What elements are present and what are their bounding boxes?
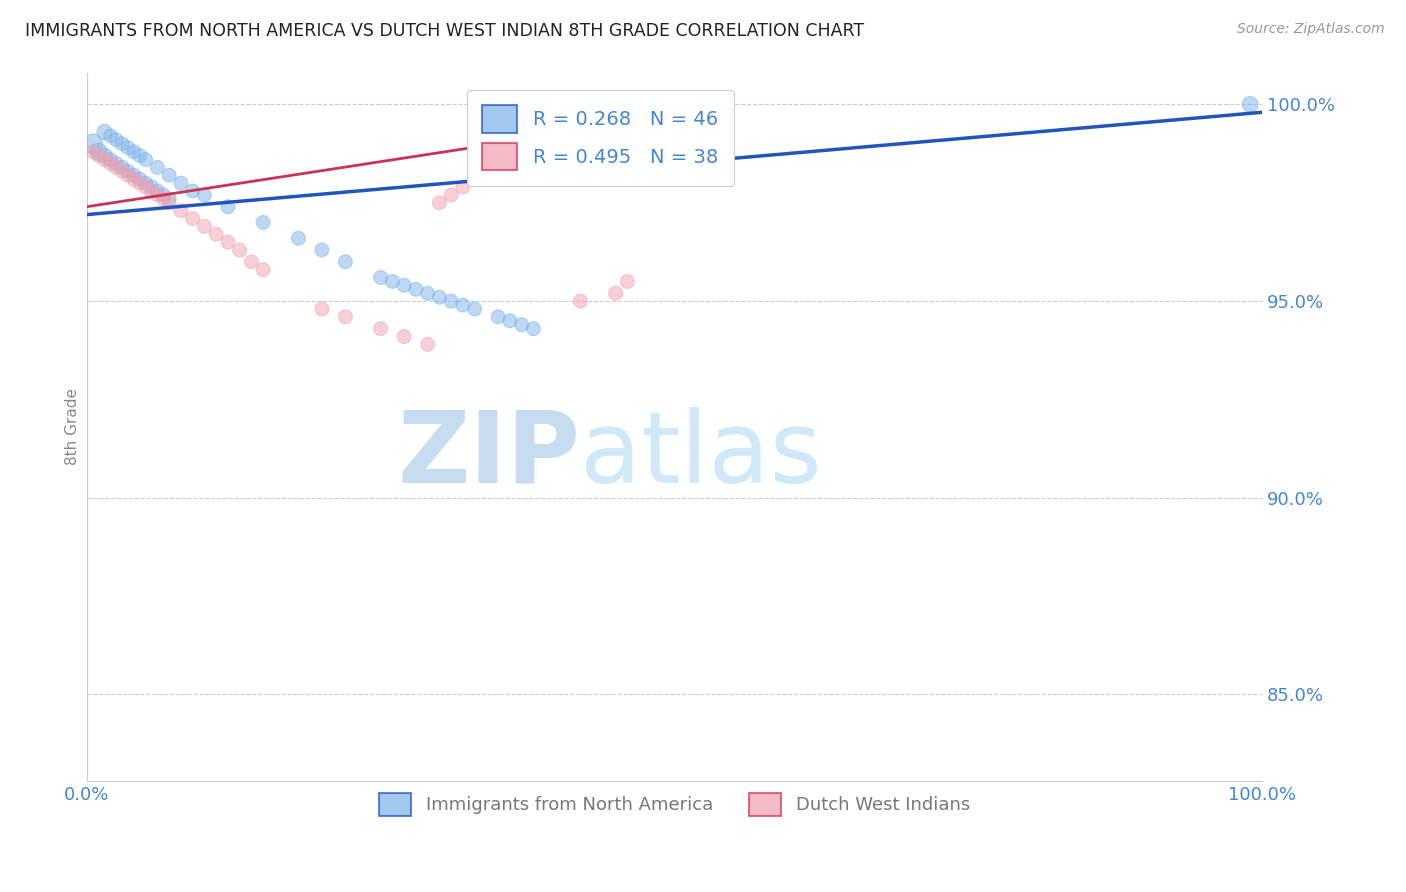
Point — [128, 148, 150, 162]
Point — [135, 180, 157, 194]
Text: ZIP: ZIP — [398, 407, 581, 504]
Point — [105, 133, 128, 147]
Point — [217, 235, 239, 249]
Point — [111, 164, 134, 178]
Point — [464, 301, 486, 316]
Point — [405, 282, 427, 296]
Point — [128, 172, 150, 186]
Point — [146, 188, 169, 202]
Point — [152, 192, 174, 206]
Point — [135, 176, 157, 190]
Point — [499, 164, 522, 178]
Point — [499, 314, 522, 328]
Point — [100, 156, 122, 170]
Point — [486, 168, 509, 182]
Point — [370, 321, 392, 335]
Point — [311, 243, 333, 257]
Point — [146, 184, 169, 198]
Legend: Immigrants from North America, Dutch West Indians: Immigrants from North America, Dutch Wes… — [370, 784, 979, 825]
Point — [193, 219, 215, 234]
Point — [392, 278, 415, 293]
Point — [464, 172, 486, 186]
Text: Source: ZipAtlas.com: Source: ZipAtlas.com — [1237, 22, 1385, 37]
Point — [440, 188, 463, 202]
Point — [122, 172, 145, 186]
Point — [616, 275, 638, 289]
Point — [605, 286, 627, 301]
Point — [111, 136, 134, 151]
Point — [157, 195, 180, 210]
Point — [146, 161, 169, 175]
Point — [181, 211, 204, 226]
Point — [141, 184, 163, 198]
Point — [522, 161, 544, 175]
Point — [117, 164, 139, 178]
Y-axis label: 8th Grade: 8th Grade — [65, 389, 80, 466]
Point — [522, 321, 544, 335]
Point — [170, 176, 193, 190]
Point — [181, 184, 204, 198]
Point — [82, 145, 104, 159]
Point — [451, 180, 474, 194]
Point — [141, 180, 163, 194]
Point — [569, 294, 592, 309]
Point — [311, 301, 333, 316]
Point — [93, 153, 115, 167]
Point — [440, 294, 463, 309]
Point — [100, 153, 122, 167]
Point — [370, 270, 392, 285]
Point — [117, 141, 139, 155]
Point — [217, 200, 239, 214]
Point — [111, 161, 134, 175]
Point — [117, 168, 139, 182]
Point — [252, 215, 274, 229]
Point — [128, 176, 150, 190]
Point — [546, 156, 568, 170]
Point — [416, 286, 439, 301]
Point — [252, 262, 274, 277]
Point — [240, 254, 263, 268]
Point — [105, 156, 128, 170]
Point — [122, 145, 145, 159]
Point — [510, 318, 533, 332]
Point — [392, 329, 415, 343]
Point — [193, 188, 215, 202]
Point — [100, 128, 122, 143]
Point — [1239, 97, 1261, 112]
Point — [416, 337, 439, 351]
Point — [93, 148, 115, 162]
Point — [486, 310, 509, 324]
Point — [335, 310, 357, 324]
Point — [381, 275, 404, 289]
Point — [157, 168, 180, 182]
Point — [135, 153, 157, 167]
Point — [451, 298, 474, 312]
Text: atlas: atlas — [581, 407, 823, 504]
Point — [87, 148, 110, 162]
Point — [157, 192, 180, 206]
Point — [152, 188, 174, 202]
Point — [122, 168, 145, 182]
Point — [87, 145, 110, 159]
Point — [228, 243, 250, 257]
Point — [93, 125, 115, 139]
Point — [335, 254, 357, 268]
Point — [170, 203, 193, 218]
Point — [429, 195, 451, 210]
Text: IMMIGRANTS FROM NORTH AMERICA VS DUTCH WEST INDIAN 8TH GRADE CORRELATION CHART: IMMIGRANTS FROM NORTH AMERICA VS DUTCH W… — [25, 22, 865, 40]
Point — [105, 161, 128, 175]
Point — [205, 227, 228, 242]
Point — [429, 290, 451, 304]
Point — [82, 136, 104, 151]
Point — [287, 231, 309, 245]
